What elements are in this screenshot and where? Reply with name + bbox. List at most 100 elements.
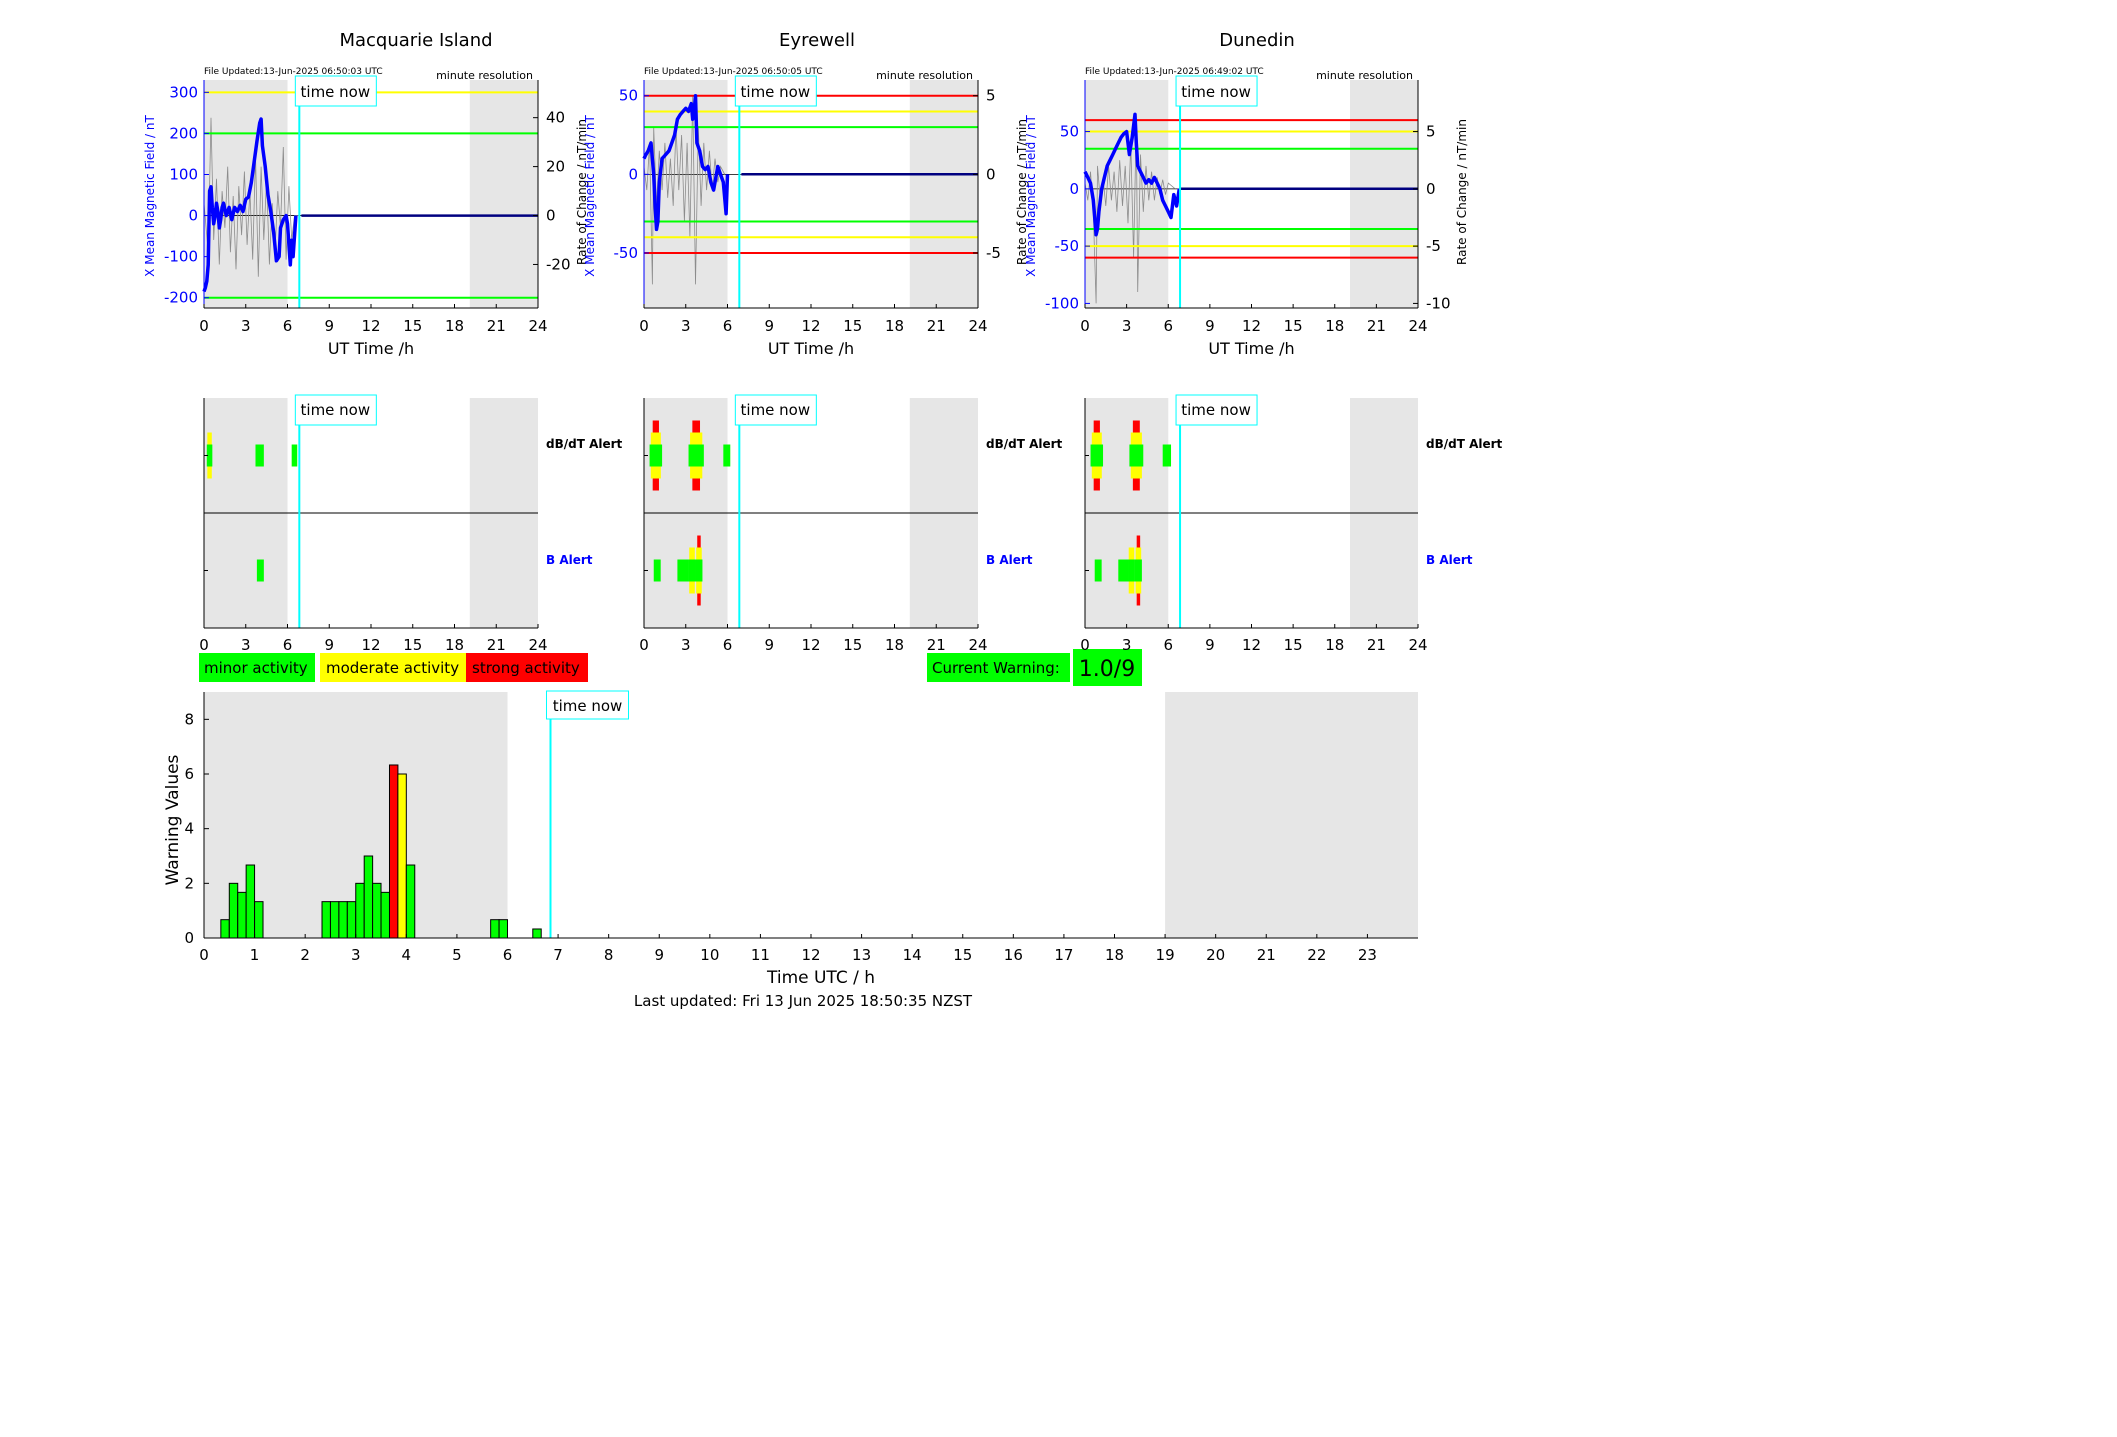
warning-bar bbox=[220, 919, 230, 939]
resolution-macquarie: minute resolution bbox=[436, 69, 533, 82]
alert-cell-green bbox=[1090, 444, 1104, 467]
x-tick-label: 18 bbox=[885, 636, 904, 654]
x-tick-label: 21 bbox=[927, 636, 946, 654]
x-tick-label: 17 bbox=[1054, 946, 1073, 964]
time-now-box bbox=[734, 394, 817, 426]
y-tick-label: 6 bbox=[184, 765, 194, 783]
x-tick-label: 9 bbox=[1205, 317, 1215, 335]
x-tick-label: 12 bbox=[801, 317, 820, 335]
y-right-tick-label: 20 bbox=[546, 158, 565, 176]
warning-bar bbox=[372, 882, 382, 939]
night-shade bbox=[1165, 692, 1418, 938]
alert-chart-2: dB/dT Alert B Alert time now 0 3 6 9 12 15 18 21 24 bbox=[1080, 394, 1503, 654]
alert-cell-green bbox=[677, 559, 689, 582]
x-tick-label: 3 bbox=[241, 636, 251, 654]
alert-cell-green bbox=[688, 444, 704, 467]
x-tick-label: 6 bbox=[503, 946, 513, 964]
y-left-tick-label: 200 bbox=[169, 124, 198, 142]
resolution-dunedin: minute resolution bbox=[1316, 69, 1413, 82]
x-tick-label: 20 bbox=[1206, 946, 1225, 964]
x-tick-label: 3 bbox=[1122, 636, 1132, 654]
dashboard-svg: Macquarie Island Eyrewell Dunedin File U… bbox=[143, 30, 1503, 1010]
y-right-axis-label: Rate of Change / nT/min bbox=[1455, 119, 1469, 265]
x-tick-label: 15 bbox=[403, 636, 422, 654]
time-now-label: time now bbox=[301, 401, 371, 419]
y-left-tick-label: -50 bbox=[614, 244, 639, 262]
y-right-tick-label: -5 bbox=[986, 244, 1001, 262]
current-warning-value: 1.0/9 bbox=[1079, 657, 1135, 682]
warning-bar bbox=[380, 891, 390, 939]
x-tick-label: 18 bbox=[1325, 317, 1344, 335]
warning-bar bbox=[490, 919, 500, 939]
time-now-box bbox=[1175, 75, 1258, 107]
x-tick-label: 5 bbox=[452, 946, 462, 964]
warning-bar bbox=[329, 901, 340, 939]
current-warning: Current Warning: 1.0/9 bbox=[927, 649, 1142, 686]
x-field-trace bbox=[1083, 112, 1182, 237]
x-tick-label: 11 bbox=[751, 946, 770, 964]
x-tick-label: 22 bbox=[1307, 946, 1326, 964]
warning-bar bbox=[388, 764, 399, 939]
alert-row-label: B Alert bbox=[986, 553, 1033, 567]
time-now-box bbox=[734, 75, 817, 107]
warning-bar bbox=[228, 882, 239, 939]
warning-bar bbox=[397, 773, 407, 939]
time-now-label: time now bbox=[553, 697, 623, 715]
x-tick-label: 3 bbox=[681, 317, 691, 335]
file-updated-eyrewell: File Updated:13-Jun-2025 06:50:05 UTC bbox=[644, 67, 823, 77]
legend-strong-label: strong activity bbox=[472, 659, 580, 677]
night-shade bbox=[909, 80, 978, 308]
y-tick-label: 0 bbox=[184, 929, 194, 947]
x-tick-label: 21 bbox=[927, 317, 946, 335]
x-tick-label: 13 bbox=[852, 946, 871, 964]
y-left-tick-label: -100 bbox=[164, 248, 198, 266]
y-left-axis-label: X Mean Magnetic Field / nT bbox=[583, 115, 597, 277]
x-tick-label: 12 bbox=[361, 636, 380, 654]
x-tick-label: 23 bbox=[1358, 946, 1377, 964]
x-tick-label: 4 bbox=[402, 946, 412, 964]
station-title-eyrewell: Eyrewell bbox=[779, 30, 855, 51]
alert-cell-green bbox=[1162, 444, 1172, 467]
alert-row-label: dB/dT Alert bbox=[546, 437, 623, 451]
x-tick-label: 21 bbox=[1367, 317, 1386, 335]
legend-strong-swatch bbox=[466, 653, 588, 682]
x-tick-label: 8 bbox=[604, 946, 614, 964]
x-tick-label: 24 bbox=[1408, 317, 1427, 335]
legend-moderate-swatch bbox=[320, 653, 466, 682]
x-tick-label: 6 bbox=[1163, 317, 1173, 335]
time-now-label: time now bbox=[1181, 83, 1251, 101]
y-right-axis-label: Rate of Change / nT/min bbox=[575, 119, 589, 265]
geomagnetic-dashboard: Macquarie Island Eyrewell Dunedin File U… bbox=[143, 30, 1503, 1010]
warning-bar bbox=[363, 855, 374, 939]
x-axis-label: UT Time /h bbox=[328, 339, 414, 358]
x-tick-label: 15 bbox=[1284, 636, 1303, 654]
y-left-tick-label: -50 bbox=[1055, 237, 1080, 255]
x-tick-label: 10 bbox=[700, 946, 719, 964]
last-updated: Last updated: Fri 13 Jun 2025 18:50:35 N… bbox=[634, 992, 973, 1010]
y-right-tick-label: -10 bbox=[1426, 294, 1451, 312]
x-tick-label: 18 bbox=[445, 636, 464, 654]
current-warning-label-box bbox=[927, 653, 1070, 682]
night-shade bbox=[469, 80, 538, 308]
y-right-tick-label: 5 bbox=[1426, 123, 1436, 141]
x-tick-label: 6 bbox=[723, 636, 733, 654]
y-left-tick-label: 50 bbox=[619, 87, 638, 105]
file-updated-dunedin: File Updated:13-Jun-2025 06:49:02 UTC bbox=[1085, 67, 1264, 77]
y-tick-label: 2 bbox=[184, 874, 194, 892]
warning-bar bbox=[355, 882, 365, 939]
alert-cell-green bbox=[688, 559, 696, 582]
x-tick-label: 6 bbox=[283, 317, 293, 335]
x-tick-label: 18 bbox=[445, 317, 464, 335]
alert-row-label: B Alert bbox=[546, 553, 593, 567]
warning-bar bbox=[321, 901, 331, 939]
y-left-tick-label: 0 bbox=[1069, 180, 1079, 198]
alert-cell-green bbox=[291, 444, 298, 467]
time-now-box bbox=[294, 75, 377, 107]
y-tick-label: 4 bbox=[184, 820, 194, 838]
x-tick-label: 21 bbox=[1257, 946, 1276, 964]
alert-cell-green bbox=[649, 444, 663, 467]
x-tick-label: 0 bbox=[639, 636, 649, 654]
x-tick-label: 21 bbox=[1367, 636, 1386, 654]
x-tick-label: 3 bbox=[351, 946, 361, 964]
x-tick-label: 6 bbox=[283, 636, 293, 654]
